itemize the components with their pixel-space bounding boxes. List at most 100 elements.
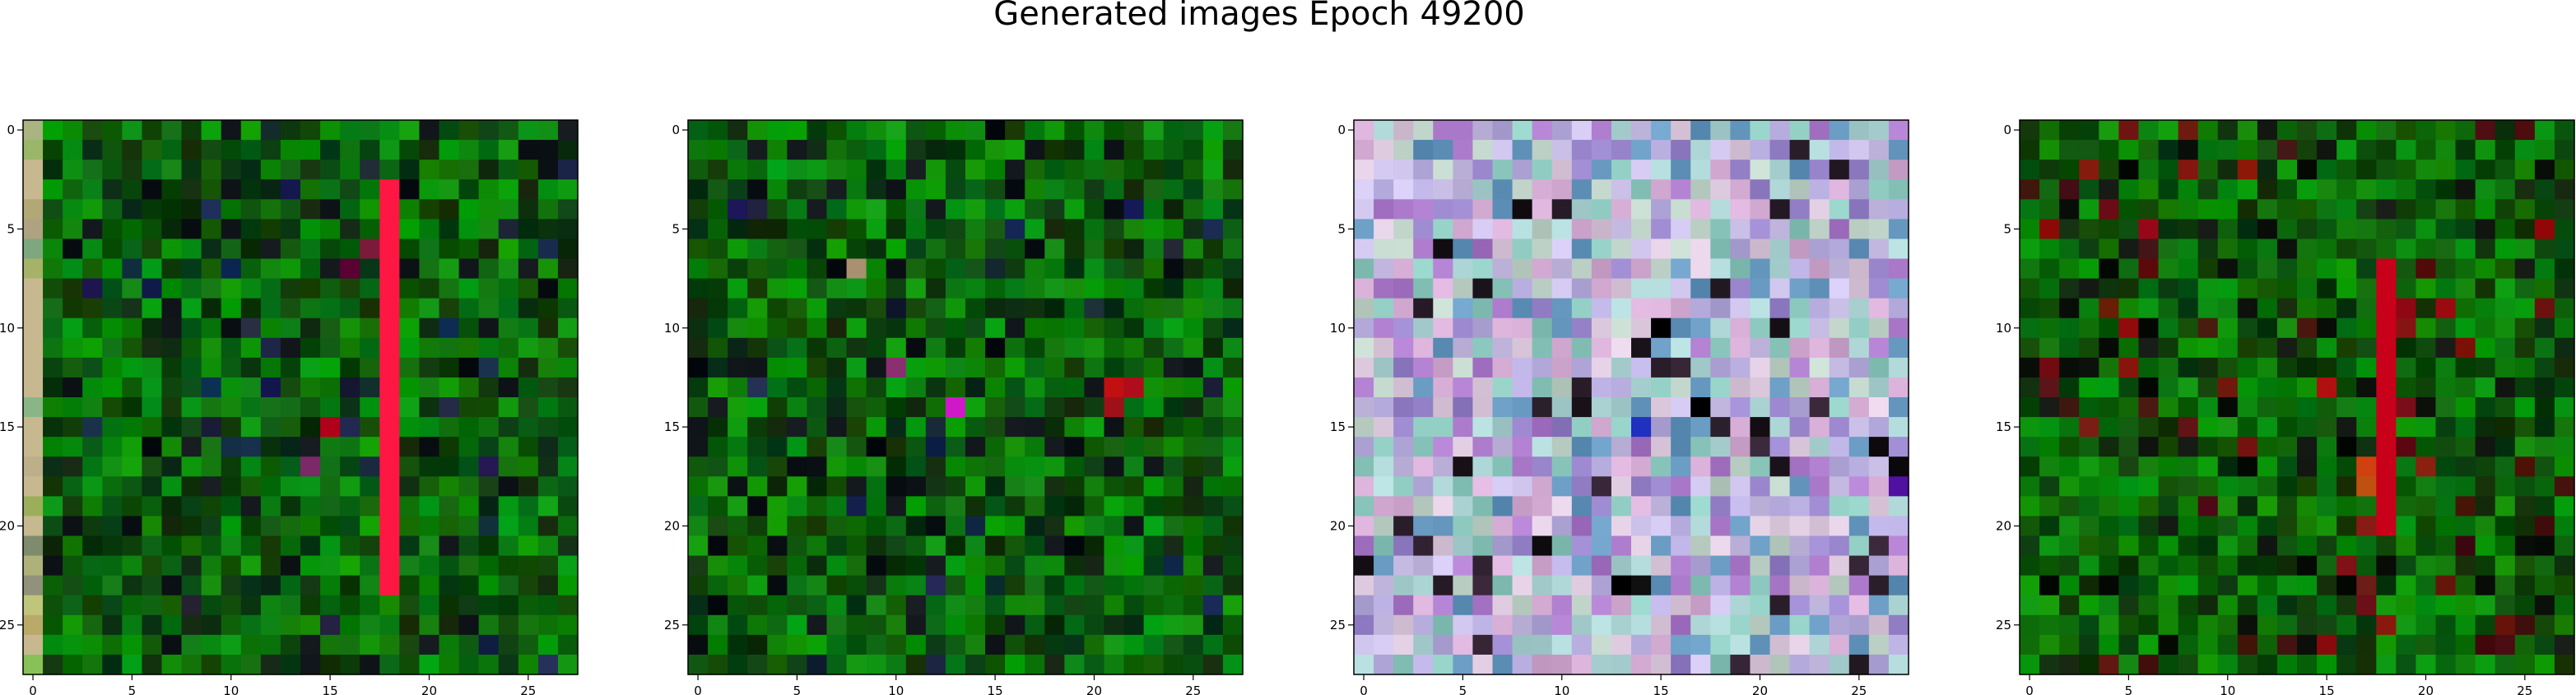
pixel — [688, 337, 709, 359]
pixel — [1202, 377, 1224, 398]
pixel — [122, 476, 143, 497]
pixel — [1868, 239, 1890, 260]
pixel — [2217, 634, 2239, 656]
pixel — [1453, 179, 1474, 200]
pixel — [82, 555, 103, 577]
pixel — [498, 278, 519, 299]
pixel — [2178, 120, 2199, 141]
pixel — [1631, 278, 1652, 299]
pixel — [23, 219, 44, 240]
pixel — [688, 496, 709, 517]
pixel — [1472, 437, 1494, 457]
pixel — [925, 179, 946, 200]
pixel — [537, 199, 559, 220]
pixel — [688, 614, 709, 636]
pixel — [2416, 377, 2437, 398]
pixel — [1433, 397, 1453, 418]
pixel — [747, 199, 768, 220]
pixel — [2118, 496, 2140, 517]
pixel — [43, 337, 63, 359]
pixel — [1571, 654, 1593, 675]
pixel — [708, 140, 728, 160]
pixel — [2059, 516, 2080, 537]
pixel — [1492, 516, 1514, 537]
pixel — [886, 160, 907, 180]
pixel — [1750, 634, 1771, 656]
pixel — [1222, 417, 1244, 438]
pixel — [2276, 357, 2298, 378]
pixel — [498, 199, 519, 220]
pixel — [1374, 476, 1394, 497]
pixel — [708, 278, 728, 299]
pixel — [1393, 298, 1414, 319]
pixel — [2237, 397, 2258, 418]
pixel — [379, 614, 400, 636]
pixel — [1591, 298, 1612, 319]
pixel — [379, 456, 400, 477]
pixel — [1413, 278, 1434, 299]
pixel — [102, 179, 123, 200]
pixel — [2197, 575, 2219, 596]
pixel — [1222, 634, 1244, 656]
pixel — [1104, 179, 1125, 200]
pixel — [2039, 476, 2060, 497]
pixel — [2495, 337, 2516, 359]
pixel — [1829, 258, 1850, 280]
pixel — [142, 516, 163, 537]
pixel — [1413, 456, 1434, 477]
pixel — [2495, 239, 2516, 260]
pixel — [2158, 456, 2179, 477]
pixel — [826, 258, 848, 280]
pixel — [2217, 239, 2239, 260]
pixel — [1492, 535, 1514, 557]
pixel — [2059, 555, 2080, 577]
pixel — [1453, 377, 1474, 398]
pixel — [2099, 614, 2119, 636]
pixel — [320, 595, 341, 616]
pixel — [2079, 397, 2099, 418]
pixel — [985, 575, 1006, 596]
pixel — [2059, 417, 2080, 438]
pixel — [2554, 417, 2575, 438]
pixel — [1631, 614, 1652, 636]
pixel — [1143, 298, 1165, 319]
pixel — [2059, 595, 2080, 616]
pixel — [102, 397, 123, 418]
pixel — [2475, 337, 2496, 359]
pixel — [478, 219, 500, 240]
pixel — [1789, 614, 1811, 636]
pixel — [1163, 476, 1184, 497]
pixel — [1829, 417, 1850, 438]
pixel — [2237, 476, 2258, 497]
pixel — [43, 397, 63, 418]
pixel — [2217, 179, 2239, 200]
pixel — [1472, 614, 1494, 636]
pixel — [1809, 575, 1830, 596]
pixel — [1848, 535, 1870, 557]
pixel — [1374, 417, 1394, 438]
pixel — [1809, 654, 1830, 675]
pixel — [1472, 357, 1494, 378]
pixel — [1571, 199, 1593, 220]
pixel — [747, 397, 768, 418]
pixel — [1123, 496, 1145, 517]
pixel — [142, 377, 163, 398]
pixel — [1591, 456, 1612, 477]
pixel — [320, 575, 341, 596]
pixel — [1532, 614, 1553, 636]
pixel — [439, 219, 460, 240]
pixel — [102, 219, 123, 240]
pixel — [965, 337, 986, 359]
pixel — [1183, 614, 1204, 636]
pixel — [807, 357, 828, 378]
x-tick-label: 25 — [1851, 683, 1867, 695]
pixel — [1512, 437, 1533, 457]
pixel — [142, 555, 163, 577]
pixel — [2118, 476, 2140, 497]
pixel — [379, 219, 400, 240]
pixel — [1354, 179, 1374, 200]
pixel — [1512, 516, 1533, 537]
pixel — [1631, 535, 1652, 557]
pixel — [826, 575, 848, 596]
pixel — [1393, 535, 1414, 557]
